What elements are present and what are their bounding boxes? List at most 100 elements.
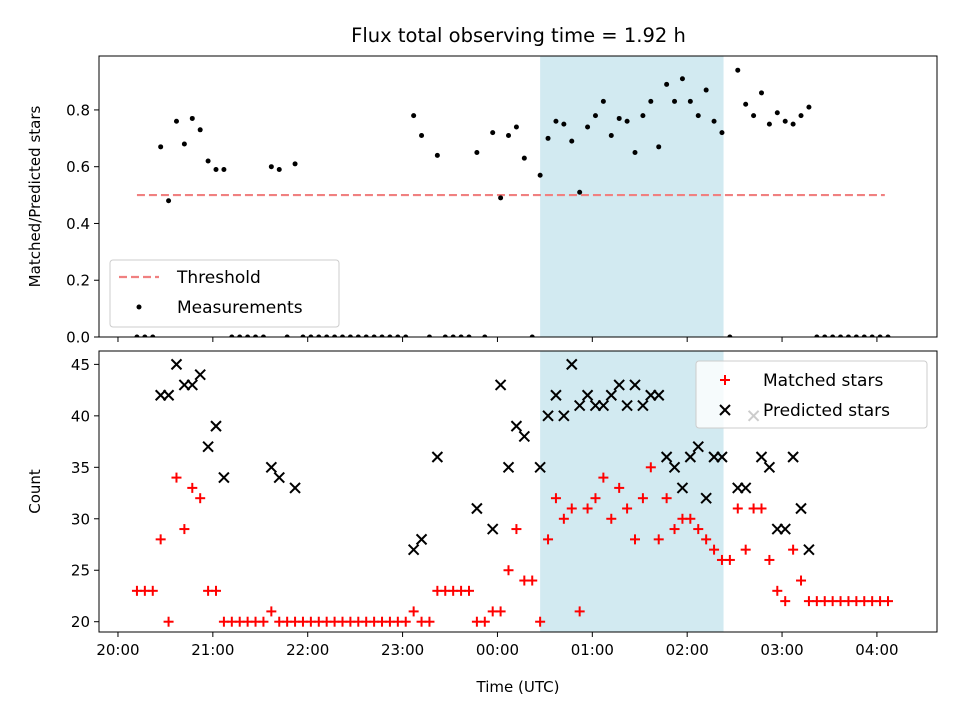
y-tick-label: 0.2 bbox=[66, 272, 90, 290]
predicted-star-point bbox=[566, 358, 578, 371]
matched-star-point bbox=[622, 503, 633, 514]
y-tick-label: 35 bbox=[71, 459, 90, 477]
x-tick-label: 00:00 bbox=[476, 641, 519, 659]
measurement-point bbox=[450, 334, 456, 337]
measurement-point bbox=[363, 334, 369, 337]
matched-star-point bbox=[535, 616, 546, 627]
measurement-point bbox=[656, 144, 662, 150]
legend-matched-swatch bbox=[720, 375, 730, 385]
measurement-point bbox=[150, 334, 156, 337]
measurement-point bbox=[434, 152, 440, 158]
measurement-point bbox=[664, 81, 670, 87]
measurement-point bbox=[466, 334, 472, 337]
measurement-point bbox=[814, 334, 820, 337]
measurement-point bbox=[735, 67, 741, 73]
measurement-point bbox=[545, 135, 551, 141]
predicted-star-point bbox=[755, 451, 768, 463]
matched-star-point bbox=[590, 493, 601, 504]
measurement-point bbox=[142, 334, 148, 337]
measurement-point bbox=[403, 334, 409, 337]
plot-area bbox=[134, 56, 891, 337]
predicted-star-point bbox=[739, 482, 752, 494]
measurement-point bbox=[332, 334, 338, 337]
measurement-point bbox=[774, 110, 780, 116]
matched-star-point bbox=[155, 534, 166, 545]
matched-star-point bbox=[614, 482, 625, 493]
measurement-point bbox=[624, 118, 630, 124]
x-tick-label: 20:00 bbox=[96, 641, 139, 659]
predicted-star-point bbox=[273, 471, 285, 484]
measurement-point bbox=[608, 132, 614, 138]
matched-star-point bbox=[408, 606, 419, 617]
predicted-star-point bbox=[795, 502, 807, 515]
measurement-point bbox=[498, 195, 504, 201]
x-tick-label: 22:00 bbox=[286, 641, 329, 659]
predicted-star-point bbox=[542, 410, 554, 422]
predicted-star-point bbox=[668, 461, 681, 474]
measurement-point bbox=[672, 98, 678, 104]
legend: Threshold Measurements bbox=[109, 259, 340, 328]
axes-frame bbox=[98, 55, 938, 338]
measurement-point bbox=[592, 113, 598, 119]
y-tick-label: 0.8 bbox=[66, 101, 90, 119]
measurement-point bbox=[640, 113, 646, 119]
measurement-point bbox=[490, 130, 496, 136]
y-tick-label: 0.0 bbox=[66, 329, 90, 347]
measurement-point bbox=[181, 141, 187, 147]
axes-frame bbox=[98, 350, 938, 633]
y-tick-label: 0.6 bbox=[66, 158, 90, 176]
matched-star-point bbox=[709, 544, 720, 555]
measurement-point bbox=[173, 118, 179, 124]
measurement-point bbox=[782, 118, 788, 124]
matched-star-point bbox=[400, 616, 411, 627]
x-tick-label: 23:00 bbox=[381, 641, 424, 659]
measurement-point bbox=[260, 334, 266, 337]
measurement-point bbox=[237, 334, 243, 337]
measurement-point bbox=[316, 334, 322, 337]
matched-star-point bbox=[574, 606, 585, 617]
matched-star-point bbox=[424, 616, 435, 627]
predicted-star-point bbox=[186, 379, 198, 391]
measurement-point bbox=[300, 334, 306, 337]
legend-measurements-swatch bbox=[136, 304, 142, 310]
matched-star-point bbox=[669, 524, 680, 535]
predicted-star-point bbox=[597, 399, 610, 412]
y-tick-label: 40 bbox=[71, 407, 90, 425]
matched-star-point bbox=[606, 513, 617, 524]
measurement-point bbox=[695, 113, 701, 119]
matched-star-point bbox=[266, 606, 277, 617]
predicted-star-point bbox=[605, 389, 617, 401]
measurement-point bbox=[197, 127, 203, 133]
matched-star-point bbox=[495, 606, 506, 617]
measurement-point bbox=[268, 164, 274, 170]
measurement-point bbox=[387, 334, 393, 337]
matched-star-point bbox=[258, 616, 269, 627]
legend-predicted-swatch bbox=[719, 404, 731, 416]
predicted-star-point bbox=[779, 523, 791, 535]
measurement-point bbox=[616, 115, 622, 121]
y-tick-label: 45 bbox=[71, 356, 90, 374]
measurement-point bbox=[711, 118, 717, 124]
measurement-point bbox=[395, 334, 401, 337]
predicted-star-point bbox=[218, 471, 230, 484]
matched-star-point bbox=[511, 524, 522, 535]
predicted-star-point bbox=[676, 482, 689, 494]
measurement-point bbox=[253, 334, 259, 337]
top-panel-ratio: 0.0 0.2 0.4 0.6 0.8 Matched/Predicted stars Th… bbox=[26, 55, 938, 347]
predicted-star-point bbox=[700, 492, 712, 504]
measurement-point bbox=[521, 155, 527, 161]
measurement-point bbox=[790, 121, 796, 127]
measurement-point bbox=[687, 98, 693, 104]
observing-window-span bbox=[540, 351, 724, 632]
measurement-point bbox=[347, 334, 353, 337]
matched-star-point bbox=[582, 503, 593, 514]
y-axis-label: Count bbox=[26, 469, 44, 514]
measurement-point bbox=[419, 132, 425, 138]
matched-star-point bbox=[724, 554, 735, 565]
measurement-point bbox=[798, 113, 804, 119]
measurement-point bbox=[339, 334, 345, 337]
measurement-point bbox=[877, 334, 883, 337]
matched-star-point bbox=[701, 534, 712, 545]
bottom-panel-counts: 20 25 30 35 40 45 20:00 21:00 22:00 23:00 00:00 01:… bbox=[26, 350, 938, 696]
